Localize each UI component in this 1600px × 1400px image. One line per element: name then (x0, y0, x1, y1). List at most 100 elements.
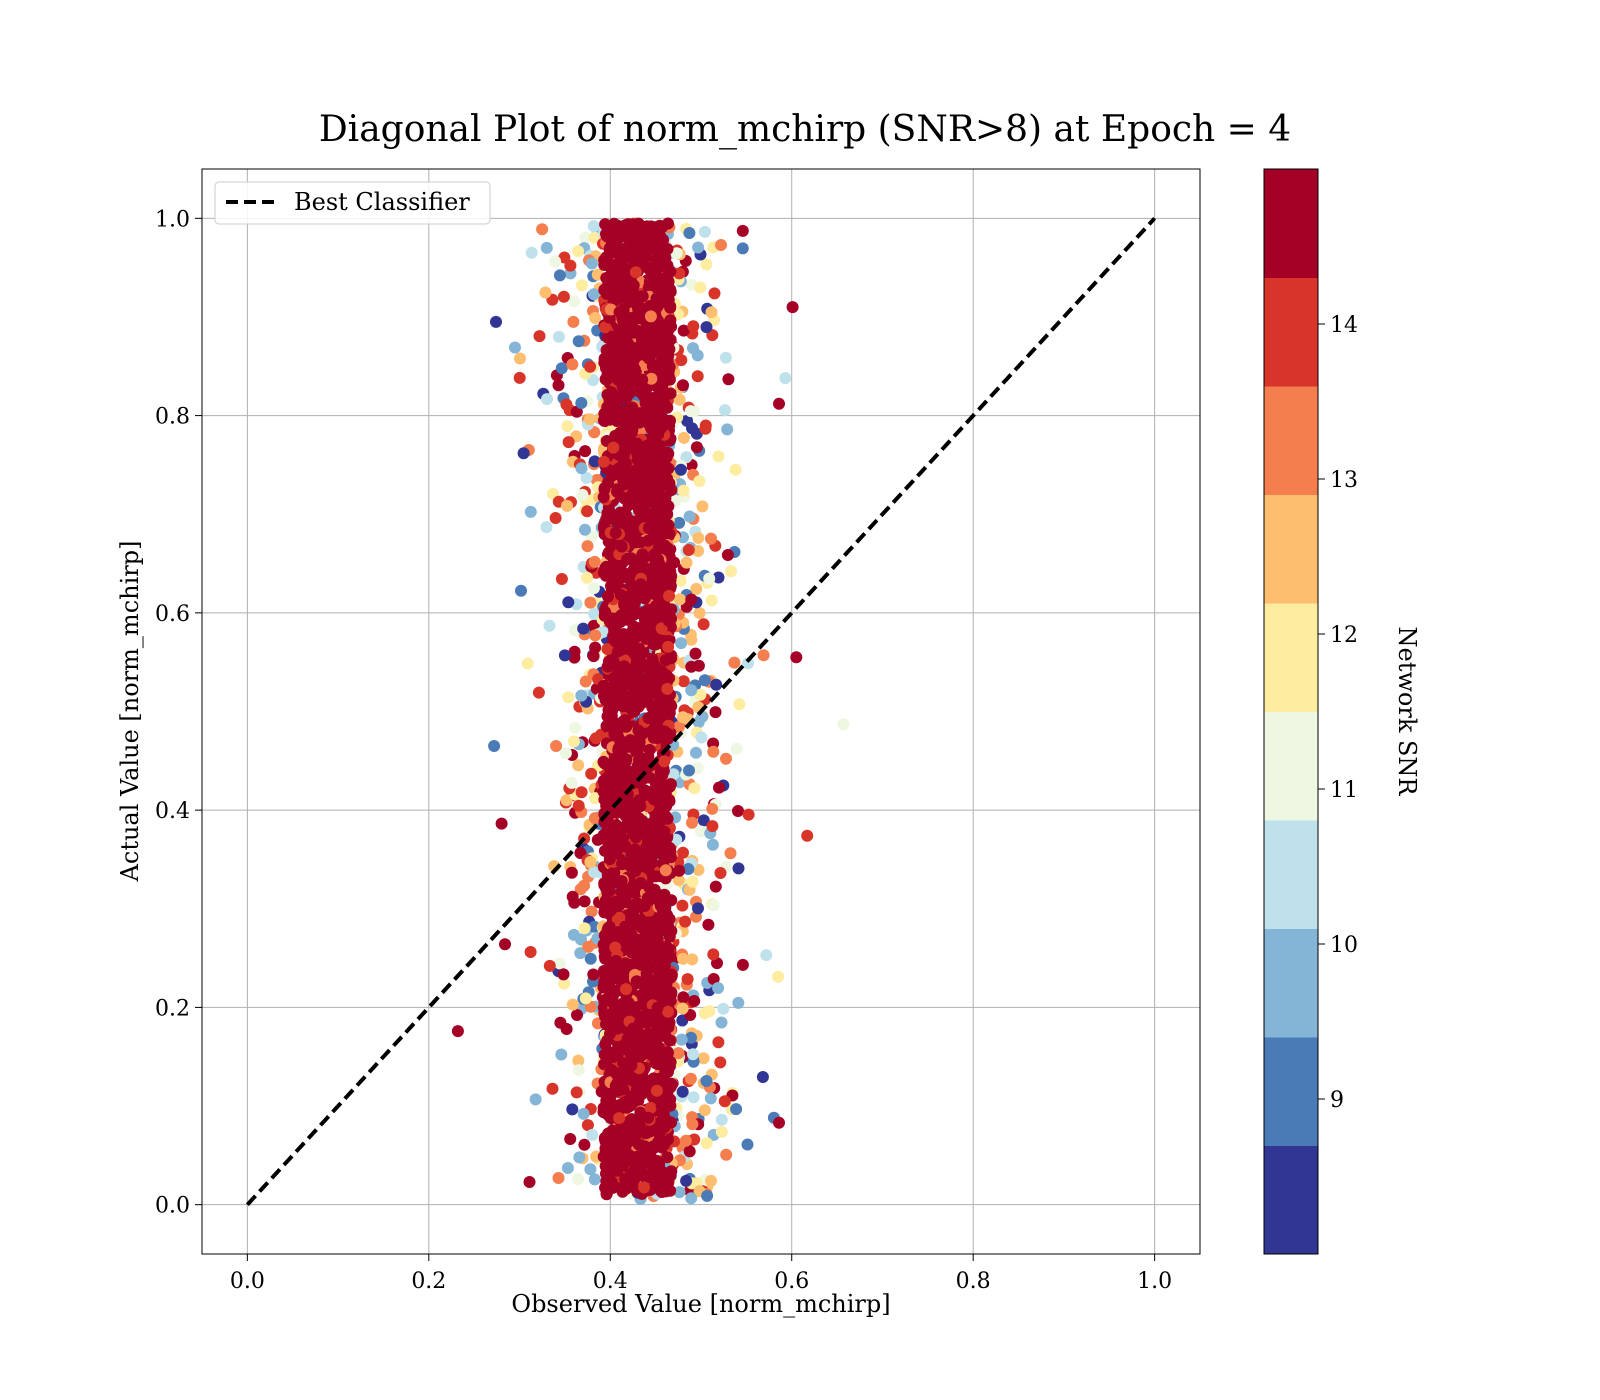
scatter-point (598, 483, 611, 496)
scatter-point (650, 1046, 663, 1059)
scatter-point (697, 814, 710, 827)
scatter-point (599, 373, 612, 386)
colorbar-segment (1264, 603, 1318, 712)
scatter-point (561, 420, 574, 433)
scatter-point (644, 1101, 657, 1114)
scatter-point (646, 563, 659, 576)
scatter-point (634, 1030, 647, 1042)
scatter-point (673, 267, 686, 280)
scatter-point (607, 630, 620, 642)
scatter-point (524, 946, 537, 958)
scatter-point (577, 622, 590, 635)
scatter-point (636, 548, 649, 561)
scatter-point (543, 619, 556, 632)
scatter-point (572, 245, 585, 258)
scatter-point (658, 755, 671, 768)
scatter-point (697, 618, 710, 631)
scatter-point (647, 918, 660, 931)
scatter-point (659, 1084, 672, 1097)
scatter-point (643, 1008, 656, 1021)
scatter-point (584, 952, 597, 965)
scatter-point (662, 640, 675, 653)
scatter-point (566, 1103, 579, 1116)
x-tick-label: 0.6 (774, 1269, 809, 1294)
scatter-point (651, 1001, 664, 1014)
scatter-point (602, 535, 615, 548)
scatter-point (674, 574, 687, 587)
scatter-point (614, 257, 627, 270)
scatter-point (653, 1125, 666, 1138)
scatter-point (659, 350, 672, 362)
scatter-point (672, 1047, 685, 1060)
scatter-point (598, 353, 611, 366)
scatter-point (720, 1148, 733, 1161)
scatter-point (650, 323, 663, 336)
scatter-point (672, 721, 685, 733)
scatter-point (632, 1138, 645, 1151)
scatter-point (656, 1141, 669, 1154)
scatter-point (552, 379, 565, 392)
scatter-point (636, 373, 649, 386)
scatter-point (732, 805, 744, 817)
scatter-point (641, 1156, 654, 1169)
scatter-point (720, 752, 732, 765)
scatter-point (562, 691, 575, 704)
scatter-point (631, 559, 644, 572)
scatter-point (567, 735, 580, 748)
scatter-point (640, 968, 653, 981)
scatter-point (710, 678, 723, 691)
scatter-point (702, 918, 715, 931)
scatter-point (698, 1007, 711, 1020)
scatter-point (625, 289, 638, 302)
scatter-point (664, 387, 677, 400)
scatter-point (524, 505, 537, 518)
scatter-point (655, 889, 668, 902)
scatter-point (600, 1009, 613, 1022)
scatter-point (603, 548, 616, 561)
scatter-point (546, 1082, 559, 1095)
scatter-point (700, 321, 713, 334)
scatter-point (630, 226, 643, 239)
scatter-point (513, 371, 526, 384)
scatter-point (661, 727, 674, 740)
scatter-point (709, 880, 722, 893)
scatter-point (651, 700, 664, 713)
scatter-point (692, 545, 705, 557)
scatter-point (609, 972, 622, 984)
scatter-point (579, 445, 592, 458)
scatter-point (626, 491, 639, 504)
scatter-point (631, 953, 644, 966)
scatter-point (642, 521, 655, 534)
scatter-point (630, 743, 643, 756)
colorbar-segment (1264, 1145, 1318, 1255)
scatter-point (676, 1085, 689, 1098)
scatter-point (694, 281, 707, 294)
scatter-point (603, 504, 615, 517)
scatter-point (676, 1002, 689, 1015)
scatter-point (570, 1086, 583, 1099)
x-tick-label: 0.4 (593, 1269, 628, 1294)
scatter-point (684, 1072, 697, 1085)
scatter-point (713, 781, 725, 794)
scatter-point (712, 982, 725, 994)
scatter-point (614, 515, 627, 528)
scatter-point (663, 589, 675, 602)
scatter-point (499, 938, 511, 951)
scatter-point (589, 792, 602, 805)
scatter-point (598, 609, 611, 622)
scatter-point (677, 324, 690, 337)
scatter-point (566, 358, 579, 371)
scatter-point (742, 808, 755, 821)
scatter-point (714, 867, 727, 879)
scatter-point (644, 397, 657, 410)
scatter-point (719, 351, 732, 364)
scatter-point (661, 448, 674, 461)
scatter-point (624, 518, 637, 530)
scatter-point (579, 675, 592, 688)
scatter-point (631, 443, 644, 455)
scatter-point (566, 998, 579, 1011)
scatter-point (696, 500, 709, 513)
scatter-point (631, 760, 644, 773)
scatter-point (640, 977, 653, 990)
scatter-point (589, 312, 602, 324)
